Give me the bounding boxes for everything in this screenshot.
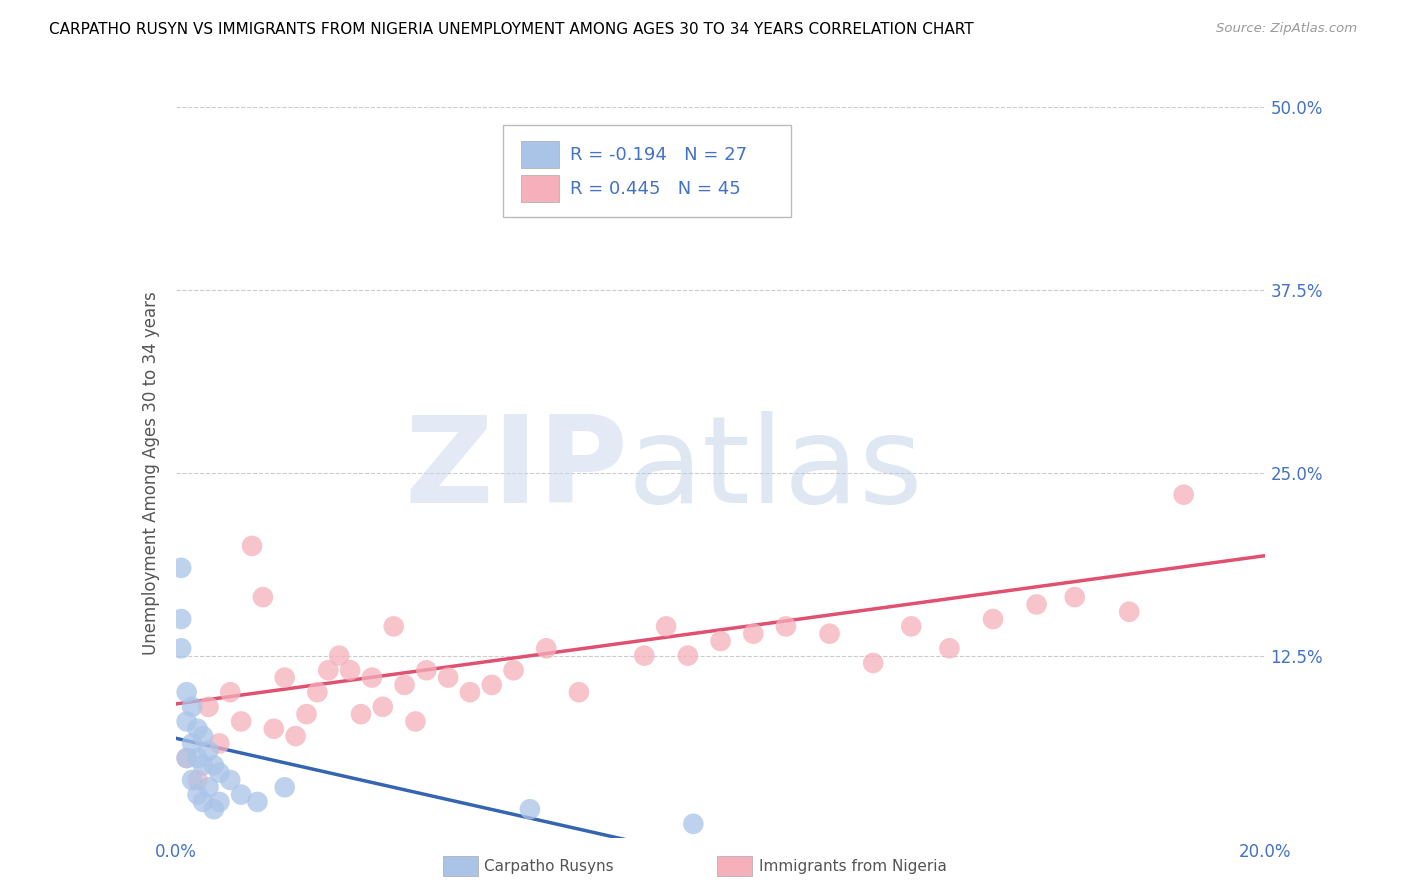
Point [284, 729, 307, 743]
Point [219, 772, 242, 787]
Bar [522, 141, 560, 168]
Point [534, 641, 557, 656]
Point [676, 648, 699, 663]
Point [1118, 605, 1140, 619]
Point [170, 612, 193, 626]
Point [197, 699, 219, 714]
Point [208, 736, 231, 750]
Text: ZIP: ZIP [404, 410, 628, 527]
Point [208, 795, 231, 809]
Point [274, 671, 297, 685]
Point [186, 751, 209, 765]
Point [710, 634, 733, 648]
Point [176, 685, 198, 699]
Text: R = 0.445   N = 45: R = 0.445 N = 45 [571, 180, 741, 198]
Point [191, 795, 214, 809]
Text: Immigrants from Nigeria: Immigrants from Nigeria [759, 859, 948, 873]
Text: Source: ZipAtlas.com: Source: ZipAtlas.com [1216, 22, 1357, 36]
Point [1025, 598, 1047, 612]
Point [1063, 590, 1085, 604]
Point [170, 641, 193, 656]
Point [176, 751, 198, 765]
Point [186, 722, 209, 736]
Bar [522, 175, 560, 202]
Point [360, 671, 382, 685]
Point [655, 619, 678, 633]
Point [202, 802, 225, 816]
Point [371, 699, 394, 714]
Point [186, 772, 209, 787]
Point [274, 780, 297, 795]
Point [202, 758, 225, 772]
Point [263, 722, 285, 736]
Text: Carpatho Rusyns: Carpatho Rusyns [484, 859, 613, 873]
Point [240, 539, 263, 553]
Point [231, 788, 253, 802]
Point [900, 619, 922, 633]
Point [568, 685, 591, 699]
Point [600, 195, 623, 210]
Point [197, 780, 219, 795]
Point [181, 736, 204, 750]
Text: atlas: atlas [628, 410, 924, 527]
Point [339, 663, 361, 677]
Point [170, 561, 193, 575]
Point [197, 744, 219, 758]
Point [415, 663, 437, 677]
Point [502, 663, 524, 677]
Point [862, 656, 884, 670]
FancyBboxPatch shape [503, 126, 792, 217]
Point [208, 765, 231, 780]
Point [775, 619, 797, 633]
Point [350, 707, 373, 722]
Point [318, 663, 340, 677]
Point [405, 714, 427, 729]
Point [328, 648, 350, 663]
Point [191, 758, 214, 772]
Point [181, 772, 204, 787]
Point [938, 641, 960, 656]
Point [307, 685, 329, 699]
Point [295, 707, 318, 722]
Point [458, 685, 481, 699]
Point [176, 751, 198, 765]
Point [981, 612, 1004, 626]
Point [682, 817, 704, 831]
Text: CARPATHO RUSYN VS IMMIGRANTS FROM NIGERIA UNEMPLOYMENT AMONG AGES 30 TO 34 YEARS: CARPATHO RUSYN VS IMMIGRANTS FROM NIGERI… [49, 22, 974, 37]
Y-axis label: Unemployment Among Ages 30 to 34 years: Unemployment Among Ages 30 to 34 years [142, 291, 160, 655]
Point [176, 714, 198, 729]
Point [633, 648, 655, 663]
Point [186, 788, 209, 802]
Point [818, 626, 841, 640]
Point [1173, 488, 1195, 502]
Point [191, 729, 214, 743]
Point [219, 685, 242, 699]
Point [181, 699, 204, 714]
Point [231, 714, 253, 729]
Point [382, 619, 405, 633]
Point [481, 678, 503, 692]
Point [519, 802, 541, 816]
Point [246, 795, 269, 809]
Text: R = -0.194   N = 27: R = -0.194 N = 27 [571, 145, 748, 163]
Point [394, 678, 416, 692]
Point [252, 590, 274, 604]
Point [742, 626, 765, 640]
Point [437, 671, 460, 685]
